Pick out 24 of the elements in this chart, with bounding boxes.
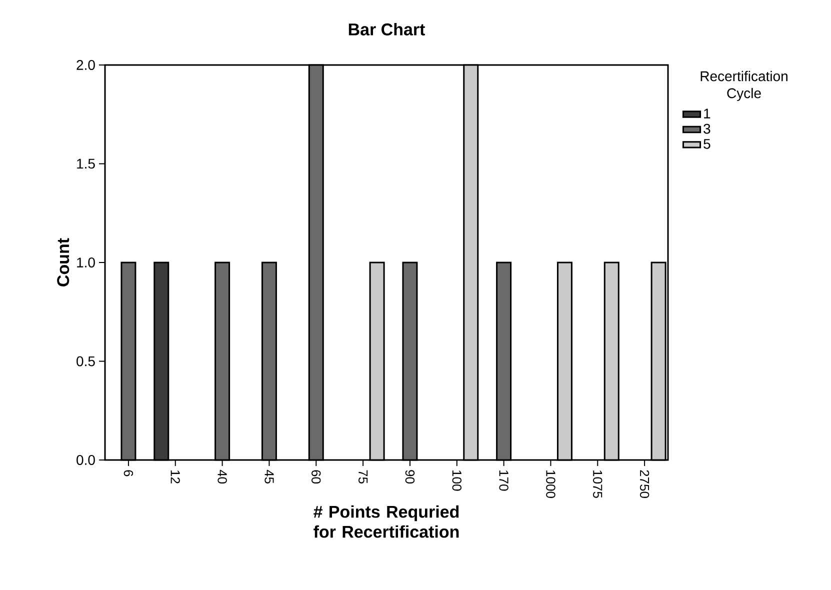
x-tick-label: 2750 <box>640 470 650 498</box>
x-tick-label: 40 <box>218 470 227 484</box>
x-tick-label: 100 <box>452 470 462 491</box>
y-tick-label: 0.0 <box>76 455 95 465</box>
x-tick-label: 45 <box>264 470 274 484</box>
x-tick-label: 12 <box>170 470 180 484</box>
x-tick-label: 60 <box>312 470 321 484</box>
x-tick-label: 6 <box>124 470 134 476</box>
y-tick-label: 2.0 <box>76 60 95 70</box>
legend-title: Recertification Cycle <box>700 70 788 101</box>
x-tick-label: 170 <box>499 470 508 491</box>
x-tick-label: 1000 <box>546 470 556 498</box>
chart-title: Bar Chart <box>348 22 426 36</box>
x-tick-label: 90 <box>405 470 415 484</box>
y-tick-label: 1.0 <box>77 258 95 268</box>
x-tick-label: 1075 <box>593 470 602 498</box>
x-axis-title: # Points Requried for Recertification <box>314 505 459 538</box>
x-tick-label: 75 <box>358 470 368 484</box>
legend-label: 1 <box>704 108 710 118</box>
legend-label: 5 <box>704 139 710 149</box>
y-tick-label: 1.5 <box>77 158 95 169</box>
y-axis-title: Count <box>57 238 70 286</box>
y-tick-label: 0.5 <box>76 356 95 366</box>
legend-label: 3 <box>704 124 710 134</box>
